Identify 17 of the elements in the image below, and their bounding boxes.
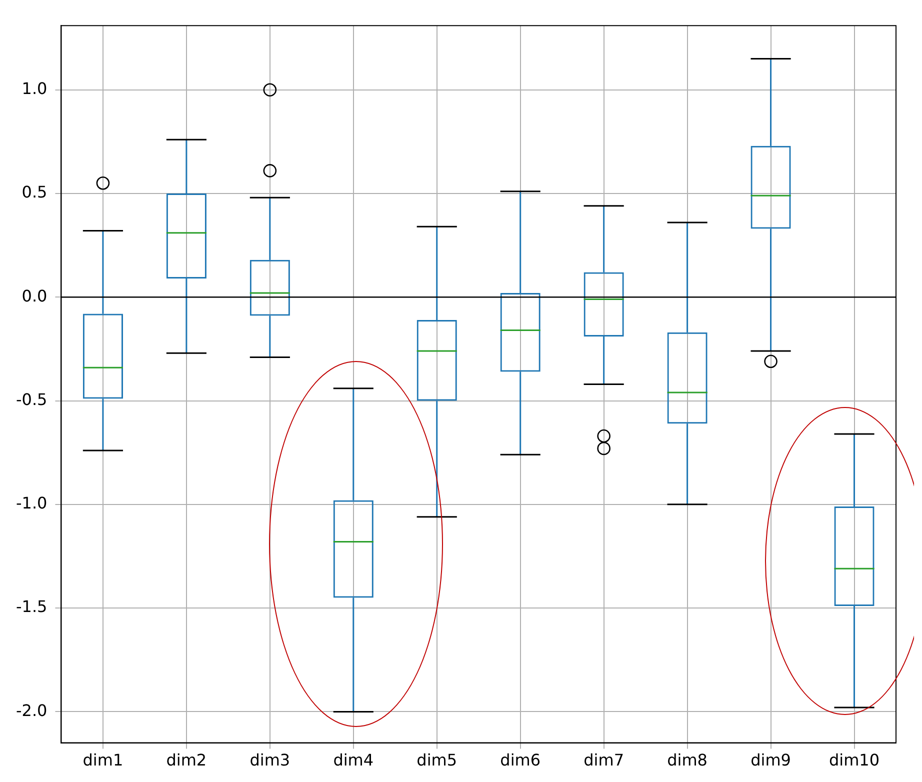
x-tick-label: dim2 xyxy=(166,750,207,770)
y-tick-label: 0.0 xyxy=(22,286,48,306)
x-tick-label: dim5 xyxy=(416,750,458,770)
x-tick-label: dim3 xyxy=(250,750,290,770)
y-tick-label: -1.5 xyxy=(16,597,48,616)
y-tick-label: -2.0 xyxy=(16,700,48,720)
y-tick-label: 0.5 xyxy=(22,182,48,202)
x-tick-label: dim4 xyxy=(333,750,374,770)
x-tick-label: dim1 xyxy=(82,750,124,770)
x-tick-label: dim10 xyxy=(828,750,880,770)
x-tick-label: dim7 xyxy=(584,750,624,770)
x-tick-label: dim8 xyxy=(667,750,708,770)
y-tick-label: -1.0 xyxy=(16,494,48,513)
x-tick-label: dim9 xyxy=(750,750,791,770)
x-tick-label: dim6 xyxy=(500,750,541,770)
y-tick-label: 1.0 xyxy=(22,79,48,98)
y-tick-label: -0.5 xyxy=(16,390,48,409)
